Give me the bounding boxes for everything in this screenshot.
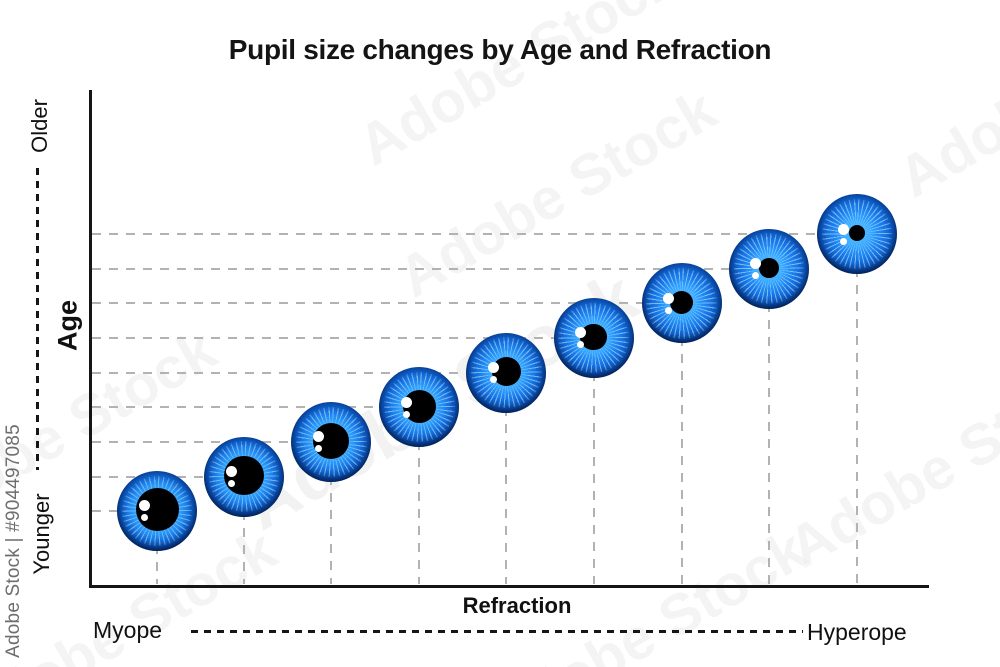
glint-small-icon <box>227 480 235 488</box>
glint-small-icon <box>489 376 497 384</box>
gridline-vertical <box>767 268 770 584</box>
glint-large-icon <box>138 500 150 512</box>
glint-small-icon <box>314 445 322 453</box>
pupil-icon <box>670 290 694 314</box>
eye-marker <box>117 470 198 551</box>
gridline-horizontal <box>92 233 857 236</box>
adobe-stock-watermark: Adobe Stock <box>777 346 1000 581</box>
pupil-icon <box>848 224 865 242</box>
chart-title: Pupil size changes by Age and Refraction <box>228 34 772 65</box>
x-axis-label-dashed-line <box>191 630 803 633</box>
eye-marker <box>379 367 460 448</box>
eye-marker <box>204 436 285 517</box>
x-axis-right-label: Hyperope <box>807 619 907 645</box>
glint-small-icon <box>665 306 673 314</box>
glint-large-icon <box>312 431 324 443</box>
gridline-horizontal <box>92 440 332 443</box>
eye-marker <box>728 228 809 309</box>
eye-marker <box>553 297 634 378</box>
eye-marker <box>466 332 547 413</box>
gridline-horizontal <box>92 267 769 270</box>
gridline-vertical <box>505 372 508 584</box>
y-axis-top-label: Older <box>27 99 52 153</box>
gridline-vertical <box>592 337 595 584</box>
y-axis-line <box>89 90 92 587</box>
gridline-horizontal <box>92 371 507 374</box>
glint-large-icon <box>663 292 675 304</box>
y-axis-label-dashed-line <box>36 168 39 470</box>
glint-small-icon <box>577 341 585 349</box>
eye-marker <box>291 401 372 482</box>
adobe-stock-watermark: Adobe Stock <box>477 516 818 667</box>
gridline-vertical <box>243 476 246 584</box>
eye-marker <box>641 263 722 344</box>
y-axis-title: Age <box>52 300 83 352</box>
glint-small-icon <box>752 272 760 280</box>
glint-large-icon <box>838 223 850 235</box>
glint-small-icon <box>840 237 848 245</box>
eye-marker <box>816 194 897 275</box>
watermark-asset-id: Adobe Stock | #904497085 <box>3 424 24 658</box>
glint-large-icon <box>225 466 237 478</box>
glint-large-icon <box>487 362 499 374</box>
gridline-vertical <box>330 441 333 584</box>
adobe-stock-watermark: Adobe Stock <box>347 0 688 179</box>
gridline-horizontal <box>92 336 594 339</box>
glint-large-icon <box>750 258 762 270</box>
gridline-vertical <box>680 303 683 584</box>
glint-small-icon <box>140 514 148 522</box>
gridline-horizontal <box>92 406 420 409</box>
glint-small-icon <box>402 410 410 418</box>
pupil-icon <box>758 257 779 278</box>
x-axis-left-label: Myope <box>93 617 163 643</box>
glint-large-icon <box>575 327 587 339</box>
gridline-vertical <box>418 407 421 584</box>
adobe-stock-watermark: Adobe Stock <box>887 0 1000 211</box>
x-axis-title: Refraction <box>462 593 572 618</box>
y-axis-bottom-label: Younger <box>29 493 54 575</box>
gridline-horizontal <box>92 302 682 305</box>
gridline-vertical <box>855 234 858 584</box>
x-axis-line <box>89 585 929 588</box>
glint-large-icon <box>400 396 412 408</box>
